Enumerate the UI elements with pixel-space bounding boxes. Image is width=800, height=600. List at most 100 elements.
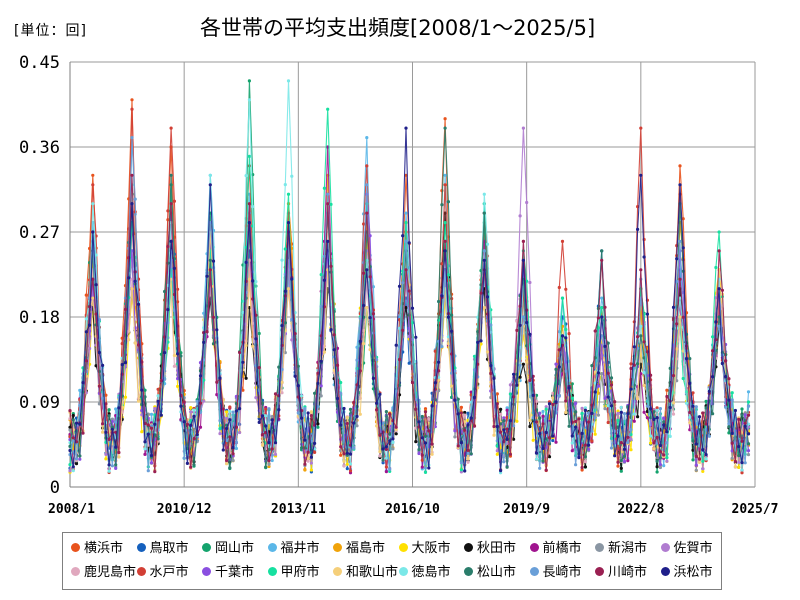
data-point [290, 338, 294, 342]
data-point [495, 444, 499, 448]
data-point [636, 227, 640, 231]
data-point [319, 394, 323, 398]
data-point [463, 469, 467, 473]
data-point [362, 271, 366, 275]
data-point [84, 293, 88, 297]
data-point [430, 452, 434, 456]
data-point [244, 376, 248, 380]
data-point [564, 410, 568, 415]
data-point [270, 415, 274, 419]
data-point [179, 404, 183, 408]
data-point [225, 410, 229, 414]
data-point [711, 412, 715, 416]
data-point [459, 468, 463, 472]
legend-item: 秋田市 [464, 539, 516, 559]
data-point [730, 398, 734, 402]
legend-marker-icon [464, 567, 473, 576]
data-point [701, 467, 705, 471]
data-point [365, 268, 369, 272]
data-point [505, 415, 509, 419]
data-point [508, 383, 512, 387]
data-point [704, 422, 708, 426]
data-point [727, 398, 731, 402]
data-point [440, 294, 444, 298]
data-point [208, 258, 212, 262]
data-point [348, 407, 353, 411]
data-point [746, 442, 751, 446]
data-point [619, 459, 623, 463]
data-point [603, 407, 607, 411]
data-point [733, 465, 738, 469]
data-point [564, 399, 568, 403]
data-point [596, 316, 601, 320]
data-point [629, 366, 633, 371]
legend-item: 鹿児島市 [71, 563, 136, 583]
data-point [352, 446, 356, 450]
data-point [616, 464, 620, 468]
data-point [544, 405, 548, 409]
data-point [114, 463, 118, 467]
data-point [746, 400, 751, 404]
data-point [391, 447, 395, 451]
data-point [593, 370, 597, 374]
data-point [225, 462, 229, 466]
data-point [166, 244, 170, 249]
data-point [574, 425, 578, 429]
data-point [730, 391, 734, 395]
x-tick-label: 2019/9 [503, 502, 550, 517]
data-point [482, 211, 486, 215]
data-point [678, 183, 682, 187]
data-point [737, 445, 741, 449]
data-point [671, 374, 676, 378]
data-point [208, 173, 212, 177]
data-point [339, 453, 343, 457]
data-point [701, 469, 705, 473]
data-point [290, 277, 294, 281]
data-point [717, 230, 721, 234]
legend-label: 大阪市 [411, 541, 451, 556]
data-point [574, 419, 578, 424]
data-point [740, 461, 744, 465]
data-point [107, 469, 111, 473]
data-point [534, 451, 539, 455]
data-point [267, 441, 271, 445]
data-point [724, 405, 728, 409]
data-point [450, 384, 454, 388]
data-point [662, 416, 666, 420]
data-point [570, 441, 574, 445]
data-point [423, 470, 428, 474]
data-point [149, 412, 154, 416]
data-point [675, 279, 679, 283]
legend-label: 福島市 [346, 541, 386, 556]
data-point [600, 296, 604, 300]
data-point [596, 384, 601, 388]
data-point [110, 427, 114, 431]
legend-marker-icon [267, 543, 277, 552]
data-point [665, 394, 669, 399]
data-point [247, 277, 251, 281]
data-point [453, 369, 457, 373]
data-point [560, 239, 565, 243]
data-point [482, 192, 486, 196]
data-point [593, 416, 597, 420]
data-point [280, 258, 284, 262]
data-point [459, 411, 463, 415]
data-point [172, 364, 176, 368]
data-point [632, 412, 636, 416]
data-point [521, 258, 526, 262]
legend-item: 松山市 [464, 563, 516, 583]
data-point [639, 324, 643, 328]
data-point [479, 291, 483, 295]
data-point [743, 421, 747, 425]
data-point [733, 408, 738, 413]
data-point [423, 441, 428, 445]
data-point [629, 362, 633, 366]
data-point [622, 412, 627, 416]
data-point [587, 447, 591, 451]
data-point [603, 396, 607, 400]
data-point [228, 409, 232, 413]
data-point [384, 465, 388, 469]
data-point [238, 407, 242, 411]
data-point [518, 363, 522, 367]
data-point [636, 335, 640, 339]
